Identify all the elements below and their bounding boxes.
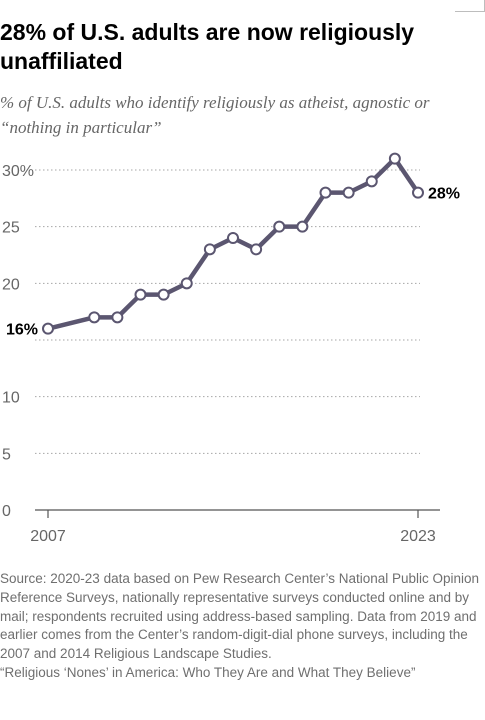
data-point <box>296 220 309 233</box>
data-point <box>388 152 401 165</box>
report-title: “Religious ‘Nones’ in America: Who They … <box>0 664 416 680</box>
x-axis: 2007 2023 <box>30 509 440 545</box>
data-label: 28% <box>428 186 460 203</box>
chart-title: 28% of U.S. adults are now religiously u… <box>0 19 415 74</box>
data-points <box>42 152 424 335</box>
data-point <box>227 232 239 244</box>
data-point <box>134 288 147 301</box>
data-point <box>42 322 54 335</box>
y-tick-label: 25 <box>2 220 20 237</box>
source-note: Source: 2020-23 data based on Pew Resear… <box>0 570 480 683</box>
x-tick-label: 2007 <box>30 528 66 545</box>
series-line <box>45 156 421 331</box>
data-point <box>319 186 332 199</box>
y-tick-label: 5 <box>2 446 11 463</box>
y-tick-label: 30% <box>2 163 34 180</box>
data-point <box>250 243 263 256</box>
x-tick-label: 2023 <box>400 528 436 545</box>
chart-subtitle: % of U.S. adults who identify religiousl… <box>0 93 430 137</box>
y-tick-label: 0 <box>2 503 11 520</box>
data-point <box>88 311 101 324</box>
y-axis-ticks: 0 5 10 20 25 30% <box>2 163 34 520</box>
data-labels: 16% 28% <box>6 186 460 339</box>
data-point <box>273 220 286 233</box>
y-tick-label: 20 <box>2 276 20 293</box>
data-point <box>157 288 170 301</box>
data-point <box>365 175 378 188</box>
y-tick-label: 10 <box>2 390 20 407</box>
data-point <box>180 277 193 290</box>
line-chart: 0 5 10 20 25 30% 2007 2023 16% 28% <box>2 152 460 545</box>
data-point <box>342 186 355 199</box>
data-point <box>412 186 424 199</box>
series-path <box>45 156 421 331</box>
source-text: Source: 2020-23 data based on Pew Resear… <box>0 571 480 662</box>
gridlines <box>35 169 420 454</box>
data-point <box>203 243 216 256</box>
data-point <box>111 311 124 324</box>
data-label: 16% <box>6 322 38 339</box>
corner-rule-horizontal <box>455 11 485 12</box>
